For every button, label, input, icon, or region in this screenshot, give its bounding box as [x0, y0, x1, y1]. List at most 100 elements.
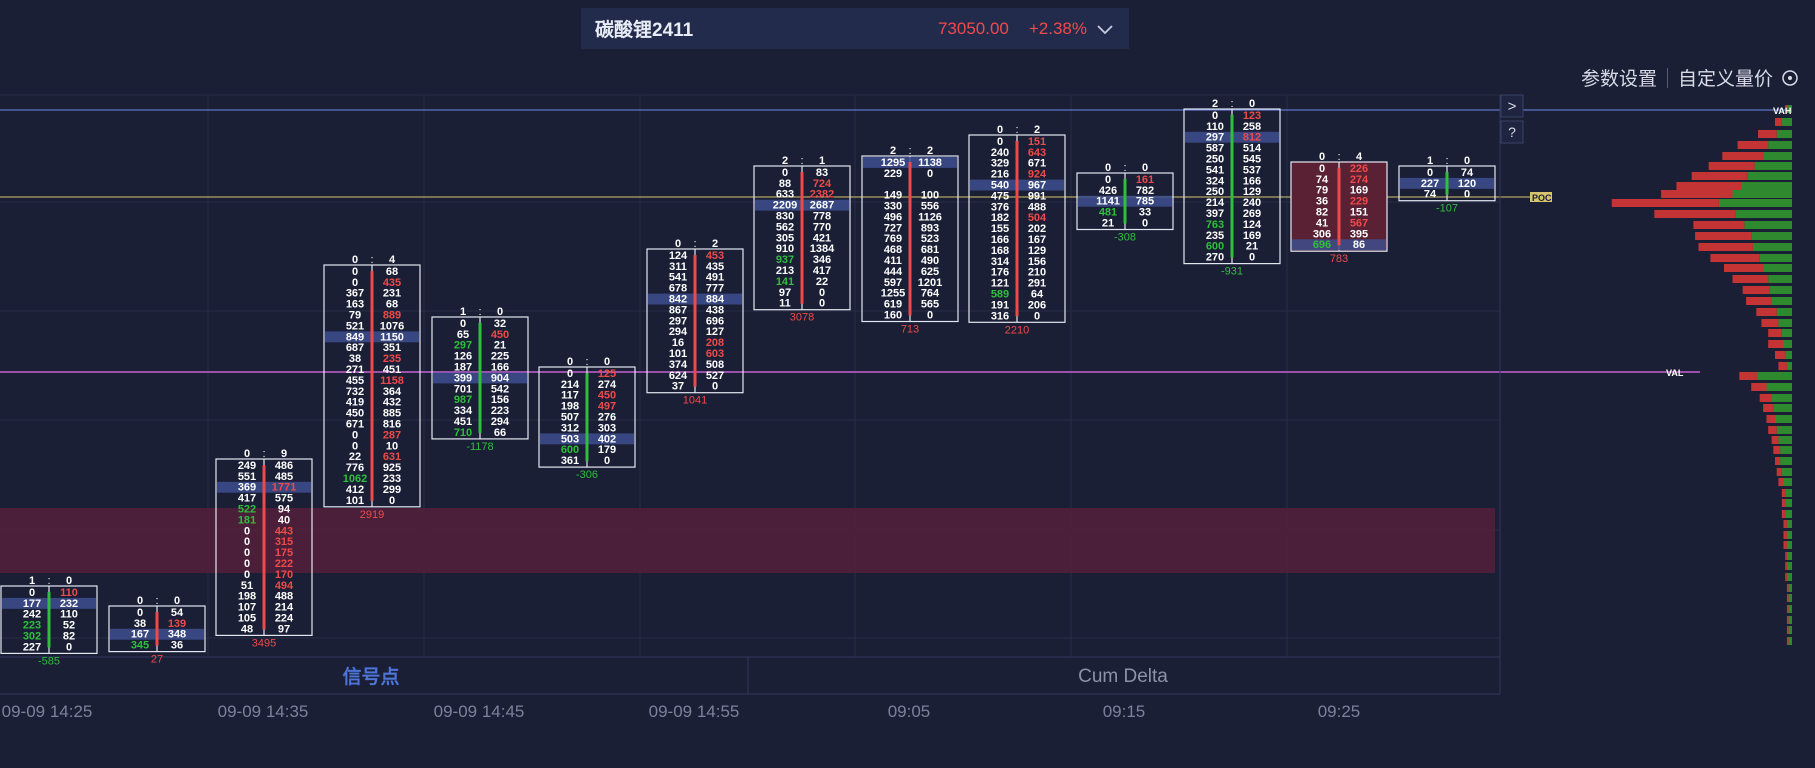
settings-circle-icon[interactable]	[1781, 69, 1799, 87]
ask-volume: 491	[706, 272, 724, 284]
profile-bar-green	[1788, 626, 1792, 634]
bid-volume: 361	[561, 455, 579, 467]
bid-volume: 367	[346, 288, 364, 300]
profile-bar-red	[1751, 383, 1767, 391]
profile-bar-green	[1766, 383, 1792, 391]
ask-volume: 490	[921, 255, 939, 267]
profile-bar-red	[1773, 446, 1781, 454]
bar-header-buy: 0	[352, 254, 358, 266]
custom-volume-price-link[interactable]: 自定义量价	[1677, 69, 1773, 90]
ask-volume: 64	[1031, 289, 1044, 301]
profile-bar-red	[1742, 286, 1770, 294]
ask-volume: 97	[278, 623, 290, 635]
ask-volume: 924	[1028, 169, 1047, 181]
bar-header-sep: :	[1123, 162, 1126, 174]
side-button-help[interactable]: ?	[1500, 120, 1524, 144]
profile-bar-green	[1778, 319, 1792, 327]
bid-volume: 597	[884, 277, 902, 289]
ask-volume: 764	[921, 288, 940, 300]
help-label: ?	[1508, 124, 1516, 140]
ask-volume: 235	[383, 353, 401, 365]
ask-volume: 893	[921, 222, 939, 234]
bar-header-sell: 0	[174, 595, 180, 607]
bid-volume: 316	[991, 310, 1009, 322]
ask-volume: 402	[598, 433, 616, 445]
profile-bar-red	[1708, 162, 1755, 170]
footprint-bar[interactable]: 0: 9 249 486 551 485 369 1771 417 575 522 94 181 40 0 4…	[215, 448, 313, 649]
bar-header-sell: 2	[1034, 124, 1040, 136]
profile-bar-red	[1776, 468, 1782, 476]
bar-header-sep: :	[585, 356, 588, 368]
ask-volume: 567	[1350, 217, 1368, 229]
ask-volume: 885	[383, 408, 401, 420]
ask-volume: 904	[491, 372, 510, 384]
ask-volume: 348	[168, 629, 186, 641]
profile-bar-red	[1786, 637, 1789, 645]
bid-volume: 600	[1206, 241, 1224, 253]
ask-volume: 0	[1249, 252, 1255, 264]
bid-volume: 0	[1319, 163, 1325, 175]
highlight-zone	[0, 508, 1495, 573]
chevron-down-icon[interactable]	[1095, 19, 1115, 39]
ask-volume: 287	[383, 429, 401, 441]
bar-header-buy: 0	[997, 124, 1003, 136]
ask-volume: 222	[275, 558, 293, 570]
ask-volume: 276	[598, 412, 616, 424]
tab-cum-delta[interactable]: Cum Delta	[1078, 666, 1168, 687]
profile-bar-green	[1769, 286, 1792, 294]
profile-bar-red	[1611, 199, 1719, 207]
bid-volume: 124	[669, 250, 688, 262]
profile-bar-green	[1783, 478, 1792, 486]
profile-bar-green	[1771, 394, 1792, 402]
bar-header-sell: 4	[1356, 151, 1363, 163]
bid-volume: 182	[991, 212, 1009, 224]
bid-volume: 163	[346, 299, 364, 311]
footprint-bar[interactable]: 0: 2 124 453 311 435 541 491 678 777 842 884 867 438 2…	[646, 238, 744, 407]
bid-volume: 551	[238, 471, 256, 483]
bid-volume: 696	[1313, 239, 1331, 251]
bid-volume: 468	[884, 244, 902, 256]
profile-bar-red	[1768, 426, 1777, 434]
profile-bar-red	[1724, 264, 1764, 272]
toolbar-links: 参数设置 自定义量价	[1581, 64, 1799, 91]
footprint-bar[interactable]: 0: 4 0 68 0 435 367 231 163 68 79 889 521 1076 849 1150…	[323, 254, 421, 521]
footprint-bar[interactable]: 0: 2 0 151 240 643 329 671 216 924 540 967 475 991 376…	[968, 124, 1066, 336]
bid-volume: 1141	[1096, 196, 1120, 208]
ask-volume: 303	[598, 422, 616, 434]
footprint-bar[interactable]: 0: 4 0 226 74 274 79 169 36 229 82 151 41 567 306 395 69…	[1290, 151, 1388, 265]
bid-volume: 450	[346, 408, 364, 420]
poc-label: POC	[1532, 193, 1552, 203]
ask-volume: 156	[1028, 256, 1046, 268]
profile-bar-green	[1788, 584, 1792, 592]
params-link[interactable]: 参数设置	[1580, 69, 1657, 90]
ask-volume: 124	[1243, 219, 1262, 231]
bid-volume: 249	[238, 460, 256, 472]
profile-bar-red	[1786, 594, 1789, 602]
profile-bar-green	[1776, 308, 1792, 316]
side-button-next[interactable]: >	[1500, 94, 1524, 118]
ask-volume: 0	[66, 641, 72, 653]
profile-bar-red	[1739, 372, 1758, 380]
ask-volume: 0	[927, 310, 933, 322]
bid-volume: 223	[23, 620, 41, 632]
bid-volume: 763	[1206, 219, 1224, 231]
ask-volume: 486	[275, 460, 293, 472]
symbol-bar[interactable]: 碳酸锂2411 73050.00 +2.38%	[581, 8, 1129, 49]
tab-signal-points[interactable]: 信号点	[342, 665, 399, 688]
footprint-bar[interactable]: 2: 1 0 83 88 724 633 2382 2209 2687 830 778 562 770 30…	[753, 155, 851, 324]
bid-volume: 74	[1424, 189, 1437, 201]
bid-volume: 21	[1102, 218, 1114, 230]
ask-volume: 556	[921, 201, 939, 213]
bar-delta: 3495	[252, 637, 276, 649]
bid-volume: 121	[991, 278, 1009, 290]
ask-volume: 82	[63, 631, 75, 643]
